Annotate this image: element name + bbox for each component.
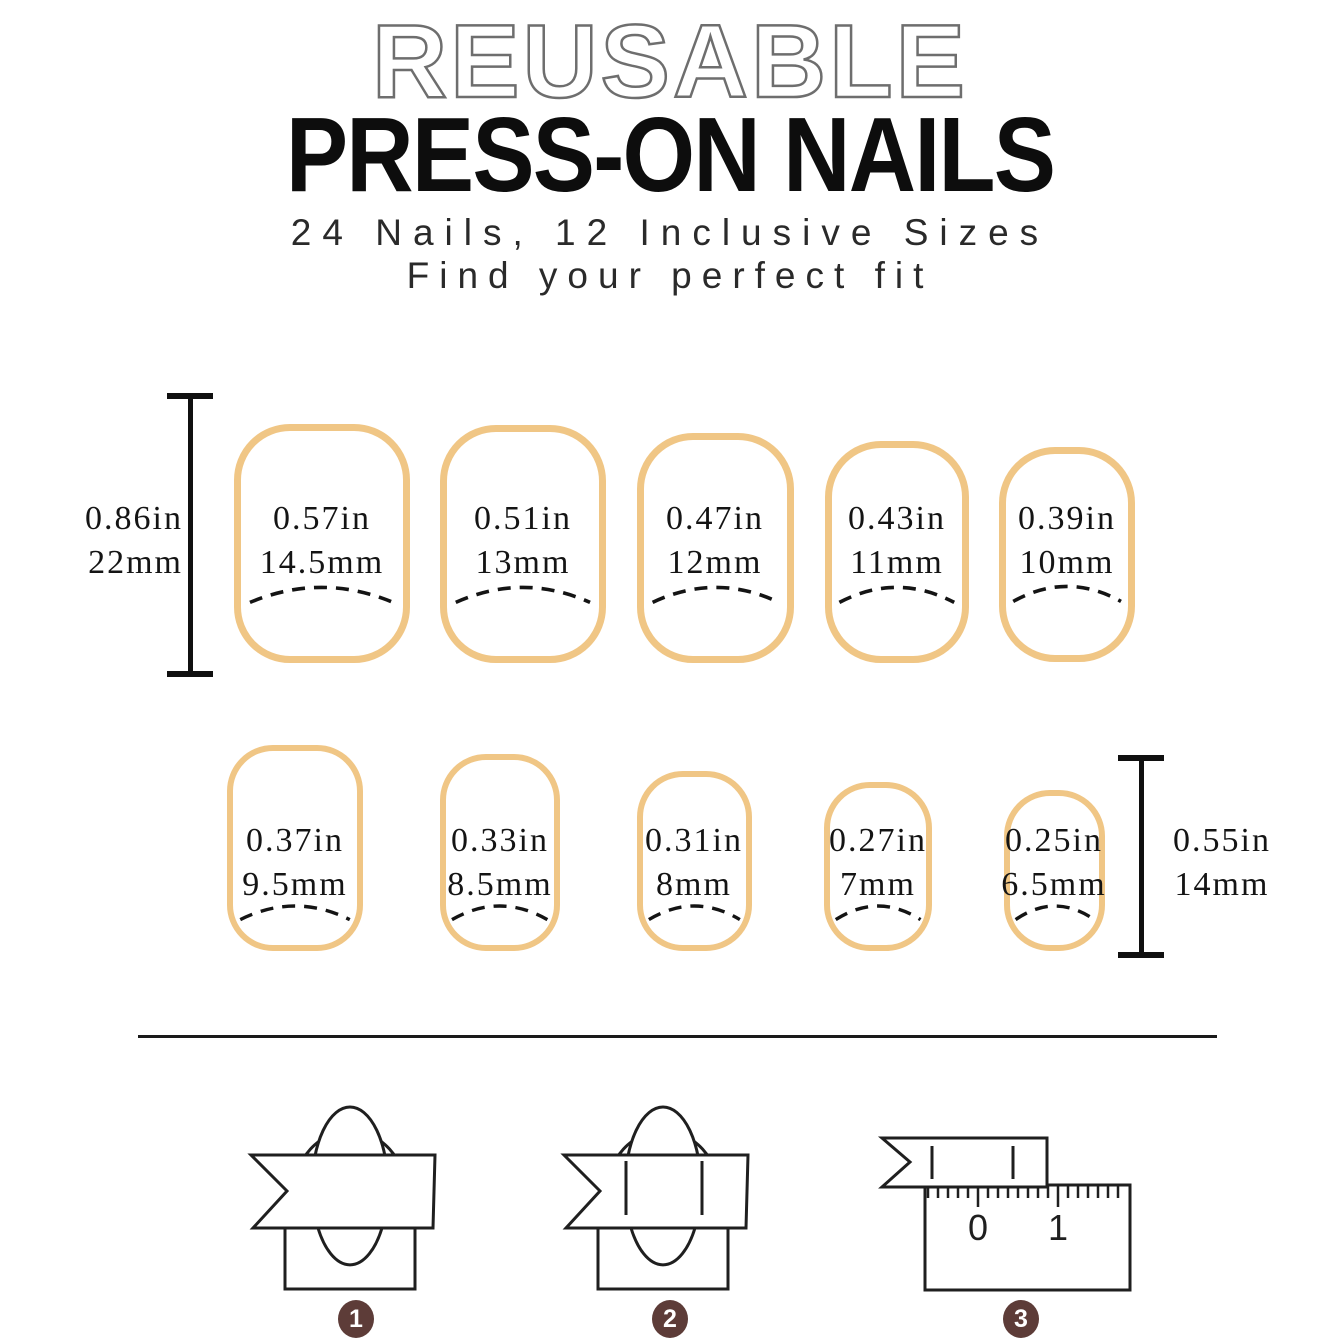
nail-outline-r1-3 [637, 433, 794, 663]
nail-outline-r2-2 [440, 754, 560, 951]
nail-size-in-label: 0.43in [848, 500, 946, 537]
row1-length-mm-label: 22mm [88, 544, 183, 581]
nail-outline-r2-4 [824, 782, 932, 951]
smile-line [247, 570, 396, 606]
nail-size-in-label: 0.25in [1005, 822, 1103, 859]
nail-size-mm-label: 7mm [840, 866, 916, 903]
nail-size-in-label: 0.39in [1018, 500, 1116, 537]
ruler-zero-label: 0 [968, 1207, 988, 1248]
nail-size-mm-label: 6.5mm [1001, 866, 1107, 903]
nail-outline-r1-5 [999, 447, 1135, 662]
nail-size-mm-label: 14.5mm [259, 544, 385, 581]
nail-size-mm-label: 12mm [667, 544, 763, 581]
subtitle-fit: Find your perfect fit [406, 255, 934, 296]
nail-size-in-label: 0.47in [666, 500, 764, 537]
tape-ruler-step3-icon: 0 1 [877, 1136, 1132, 1292]
subtitle-sizes: 24 Nails, 12 Inclusive Sizes [290, 212, 1050, 253]
row1-length-bracket-stem [188, 396, 193, 674]
smile-line [453, 570, 593, 606]
smile-line [647, 889, 742, 923]
page-title: PRESS-ON NAILS [285, 96, 1056, 214]
nail-size-mm-label: 11mm [850, 544, 944, 581]
nail-size-in-label: 0.27in [829, 822, 927, 859]
finger-tape-marked-step2-icon [560, 1105, 750, 1291]
row1-length-bracket-cap-bottom [167, 671, 213, 677]
row1-length-bracket-cap-top [167, 393, 213, 399]
finger-tape-step1-icon [247, 1105, 437, 1291]
step-badge-3: 3 [1003, 1300, 1039, 1338]
nail-outline-r1-2 [440, 425, 606, 663]
smile-line [238, 889, 352, 923]
nail-size-in-label: 0.37in [246, 822, 344, 859]
nail-size-in-label: 0.31in [645, 822, 743, 859]
nail-size-mm-label: 9.5mm [242, 866, 348, 903]
nail-size-in-label: 0.57in [273, 500, 371, 537]
smile-line [450, 889, 549, 923]
smile-line [834, 889, 922, 923]
nail-outline-r2-1 [227, 745, 363, 951]
nail-outline-r2-3 [637, 771, 752, 951]
nail-size-mm-label: 8.5mm [447, 866, 553, 903]
nail-outline-r2-5 [1004, 790, 1105, 951]
nail-size-mm-label: 13mm [475, 544, 571, 581]
divider-line [138, 1035, 1217, 1038]
step-badge-2: 2 [652, 1300, 688, 1338]
nail-size-in-label: 0.51in [474, 500, 572, 537]
row2-length-bracket-stem [1139, 758, 1144, 958]
step-badge-1: 1 [338, 1300, 374, 1338]
smile-line [1014, 889, 1096, 923]
row2-length-bracket-cap-bottom [1118, 952, 1164, 958]
nail-outline-r1-1 [234, 424, 410, 663]
row2-length-in-label: 0.55in [1173, 822, 1271, 859]
nail-size-mm-label: 8mm [656, 866, 732, 903]
nail-size-in-label: 0.33in [451, 822, 549, 859]
nail-size-mm-label: 10mm [1019, 544, 1115, 581]
ruler-one-label: 1 [1048, 1207, 1068, 1248]
row1-length-in-label: 0.86in [85, 500, 183, 537]
row2-length-mm-label: 14mm [1174, 866, 1270, 903]
smile-line [1011, 569, 1123, 605]
title-outline: REUSABLE [371, 4, 969, 120]
row2-length-bracket-cap-top [1118, 755, 1164, 761]
smile-line [650, 570, 782, 606]
nail-outline-r1-4 [825, 441, 969, 663]
